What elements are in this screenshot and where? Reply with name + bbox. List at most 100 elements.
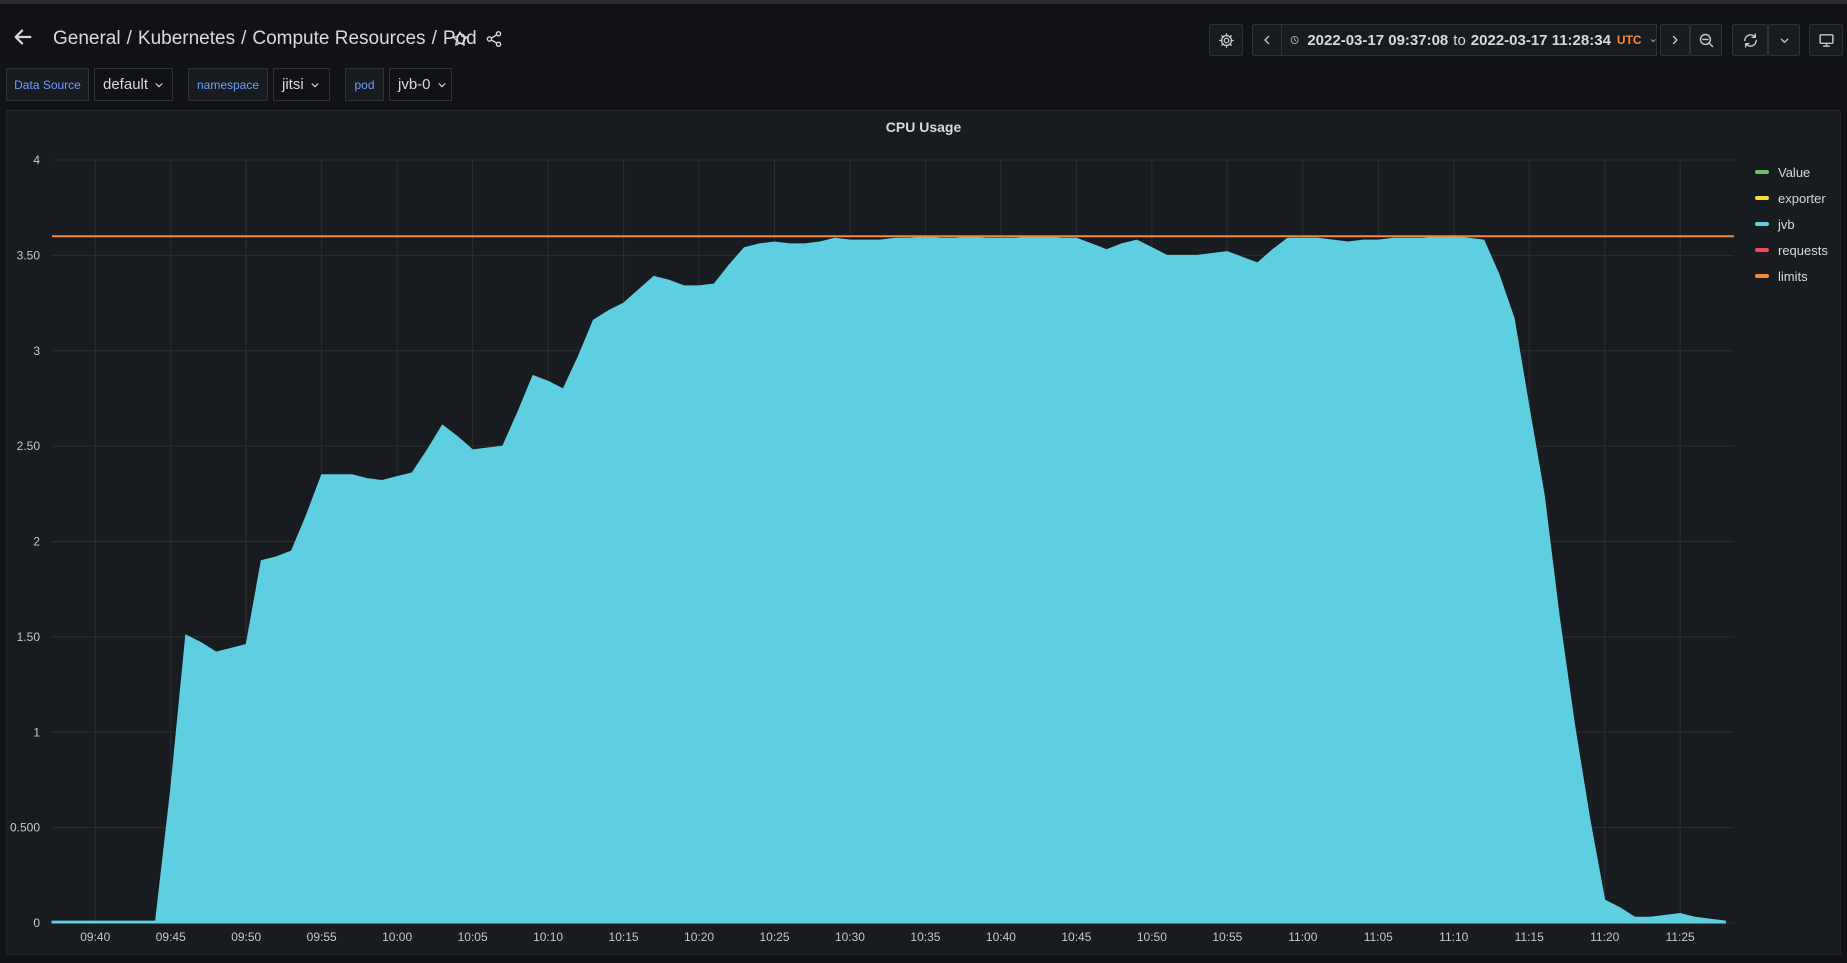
legend-swatch (1755, 170, 1769, 174)
top-edge (0, 0, 1847, 4)
x-tick-label: 10:25 (759, 930, 789, 944)
variable-label-datasource: Data Source (6, 68, 89, 101)
legend-swatch (1755, 274, 1769, 278)
breadcrumb-separator: / (241, 28, 247, 49)
series-area-jvb (51, 235, 1726, 924)
chevron-down-icon (311, 82, 319, 87)
legend-item-value[interactable]: Value (1755, 159, 1839, 185)
breadcrumb-separator: / (126, 28, 132, 49)
refresh-button[interactable] (1732, 24, 1768, 56)
chevron-down-icon (155, 82, 163, 87)
refresh-icon (1743, 32, 1757, 48)
x-tick-label: 10:50 (1137, 930, 1167, 944)
x-tick-label: 10:20 (684, 930, 714, 944)
x-tick-label: 09:55 (307, 930, 337, 944)
cpu-usage-panel: CPU Usage 0 0.500 1 1.50 2 2.50 3 3.50 4 09:40 09… (6, 110, 1841, 955)
chevron-down-icon (438, 82, 446, 87)
legend-label: exporter (1778, 190, 1826, 206)
variable-value-datasource: default (103, 76, 149, 93)
gear-icon (1218, 32, 1234, 48)
legend-label: limits (1778, 268, 1808, 284)
share-icon (486, 30, 502, 48)
variable-label-namespace: namespace (188, 68, 268, 101)
monitor-icon (1818, 33, 1834, 47)
time-shift-forward-button[interactable] (1660, 24, 1690, 56)
y-tick-label: 2.50 (17, 439, 41, 453)
x-tick-label: 10:05 (458, 930, 488, 944)
breadcrumb: General / Kubernetes / Compute Resources… (53, 26, 477, 52)
x-tick-label: 10:55 (1212, 930, 1242, 944)
x-tick-label: 09:45 (156, 930, 186, 944)
breadcrumb-dashboard-kubernetes[interactable]: Kubernetes (137, 28, 236, 49)
x-tick-label: 10:00 (382, 930, 412, 944)
x-tick-label: 10:30 (835, 930, 865, 944)
legend-item-jvb[interactable]: jvb (1755, 211, 1839, 237)
y-axis: 0 0.500 1 1.50 2 2.50 3 3.50 4 (10, 153, 40, 930)
x-tick-label: 11:25 (1666, 930, 1695, 944)
legend-item-exporter[interactable]: exporter (1755, 185, 1839, 211)
time-shift-back-button[interactable] (1252, 24, 1282, 56)
variable-select-pod[interactable]: jvb-0 (389, 68, 452, 101)
share-button[interactable] (481, 26, 507, 52)
timezone-label: UTC (1616, 33, 1642, 47)
time-range-picker[interactable]: 2022-03-17 09:37:08 to 2022-03-17 11:28:… (1281, 24, 1657, 56)
legend-label: requests (1778, 242, 1828, 258)
view-mode-button[interactable] (1809, 24, 1843, 56)
zoom-out-icon (1699, 33, 1713, 47)
clock-icon (1290, 36, 1299, 44)
x-tick-label: 09:40 (80, 930, 110, 944)
chart-series (51, 235, 1734, 924)
back-button[interactable] (10, 24, 36, 50)
legend-label: jvb (1778, 216, 1795, 232)
variable-label-pod: pod (345, 68, 384, 101)
chevron-down-icon (1650, 38, 1656, 42)
variable-value-namespace: jitsi (282, 76, 304, 93)
x-tick-label: 11:05 (1364, 930, 1393, 944)
y-tick-label: 0.500 (10, 821, 40, 835)
legend-swatch (1755, 222, 1769, 226)
star-icon (452, 31, 468, 46)
y-tick-label: 4 (33, 153, 40, 167)
legend-item-requests[interactable]: requests (1755, 237, 1839, 263)
x-tick-label: 10:40 (986, 930, 1016, 944)
panel-title[interactable]: CPU Usage (885, 119, 962, 135)
dashboard-header: General / Kubernetes / Compute Resources… (0, 4, 1847, 70)
x-tick-label: 11:20 (1590, 930, 1619, 944)
star-button[interactable] (447, 26, 473, 52)
chevron-down-icon (1780, 37, 1788, 43)
legend-item-limits[interactable]: limits (1755, 263, 1839, 289)
y-tick-label: 2 (33, 535, 40, 549)
x-tick-label: 11:00 (1288, 930, 1317, 944)
y-tick-label: 1.50 (17, 630, 41, 644)
zoom-out-button[interactable] (1690, 24, 1722, 56)
template-variables: Data Source default namespace jitsi pod … (0, 68, 1847, 102)
dashboard-settings-button[interactable] (1209, 24, 1243, 56)
breadcrumb-separator: / (431, 28, 437, 49)
time-range-to-word: to (1453, 31, 1466, 49)
x-tick-label: 10:15 (609, 930, 639, 944)
breadcrumb-folder[interactable]: General (53, 28, 121, 49)
y-tick-label: 1 (33, 725, 40, 739)
breadcrumb-dashboard-compute[interactable]: Compute Resources (252, 28, 426, 49)
y-tick-label: 3 (33, 344, 40, 358)
legend: Value exporter jvb requests limits (1755, 159, 1839, 289)
x-axis: 09:40 09:45 09:50 09:55 10:00 10:05 10:10 10:15… (80, 930, 1695, 944)
x-tick-label: 10:45 (1061, 930, 1091, 944)
time-range-to: 2022-03-17 11:28:34 (1470, 31, 1611, 49)
time-range-from: 2022-03-17 09:37:08 (1307, 31, 1449, 49)
y-tick-label: 0 (33, 916, 40, 930)
variable-value-pod: jvb-0 (398, 76, 431, 93)
legend-label: Value (1778, 164, 1811, 180)
x-tick-label: 11:10 (1439, 930, 1468, 944)
y-tick-label: 3.50 (17, 248, 41, 262)
refresh-interval-dropdown[interactable] (1768, 24, 1800, 56)
x-tick-label: 10:10 (533, 930, 563, 944)
legend-swatch (1755, 196, 1769, 200)
breadcrumb-dashboard-pod[interactable]: Pod (442, 28, 477, 49)
chevron-left-icon (1264, 35, 1270, 45)
x-tick-label: 09:50 (231, 930, 261, 944)
variable-select-datasource[interactable]: default (94, 68, 173, 101)
arrow-left-icon (14, 29, 32, 45)
variable-select-namespace[interactable]: jitsi (273, 68, 330, 101)
